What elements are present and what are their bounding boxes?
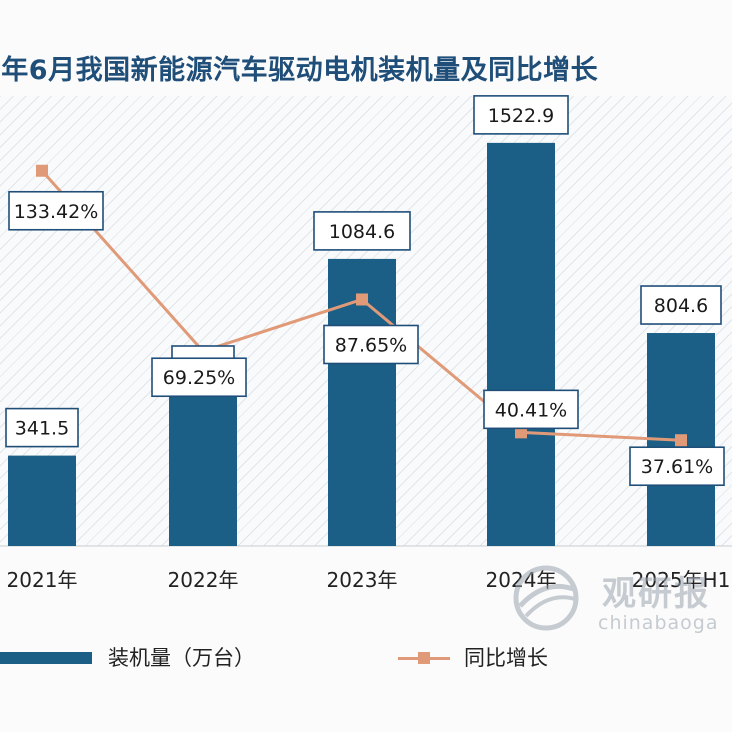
bar-value-label-1: 341.5 (15, 418, 69, 440)
x-tick-label-2: 2022年 (168, 568, 239, 592)
bar-value-label-3: 1084.6 (329, 221, 395, 243)
bar-value-label-5-box (640, 285, 722, 325)
growth-marker-5 (675, 434, 687, 447)
legend-line-label: 同比增长 (464, 646, 548, 670)
legend-bar-label: 装机量（万台） (108, 646, 255, 670)
watermark-text-en: chinabaoga (598, 612, 719, 634)
growth-value-label-5: 37.61% (641, 456, 713, 478)
legend-bar-swatch (0, 652, 92, 664)
growth-value-label-3-box (323, 324, 419, 365)
bar-4 (487, 142, 555, 547)
growth-value-label-2: 69.25% (163, 367, 235, 389)
growth-value-label-4: 40.41% (495, 399, 567, 421)
growth-value-label-3: 87.65% (335, 334, 407, 356)
bar-2 (169, 393, 237, 546)
growth-value-label-1-box (8, 190, 104, 231)
growth-marker-4 (515, 426, 527, 439)
bar-1 (8, 455, 76, 546)
bar-value-label-4: 1522.9 (488, 105, 554, 127)
bar-value-label-3-box (313, 211, 411, 251)
growth-value-label-1: 133.42% (14, 201, 99, 223)
growth-value-label-5-box (629, 446, 725, 487)
chart-title: 5年6月我国新能源汽车驱动电机装机量及同比增长 (0, 55, 599, 86)
bar-value-label-5: 804.6 (654, 295, 708, 317)
legend: 装机量（万台） 同比增长 (0, 628, 732, 688)
growth-marker-1 (36, 164, 48, 177)
watermark: 观研报 chinabaoga (498, 560, 732, 640)
watermark-text-cn: 观研报 (602, 574, 710, 614)
bar-value-label-4-box (473, 95, 569, 135)
x-tick-label-5: 2025年H1 (632, 568, 731, 592)
growth-value-label-2-box (151, 357, 247, 398)
legend-line-marker (418, 652, 430, 664)
x-tick-label-3: 2023年 (327, 568, 398, 592)
growth-value-label-4-box (483, 389, 579, 430)
watermark-logo-icon (513, 565, 579, 631)
bar-value-label-1-box (5, 407, 79, 448)
growth-marker-3 (356, 293, 368, 306)
x-tick-label-1: 2021年 (7, 568, 78, 592)
